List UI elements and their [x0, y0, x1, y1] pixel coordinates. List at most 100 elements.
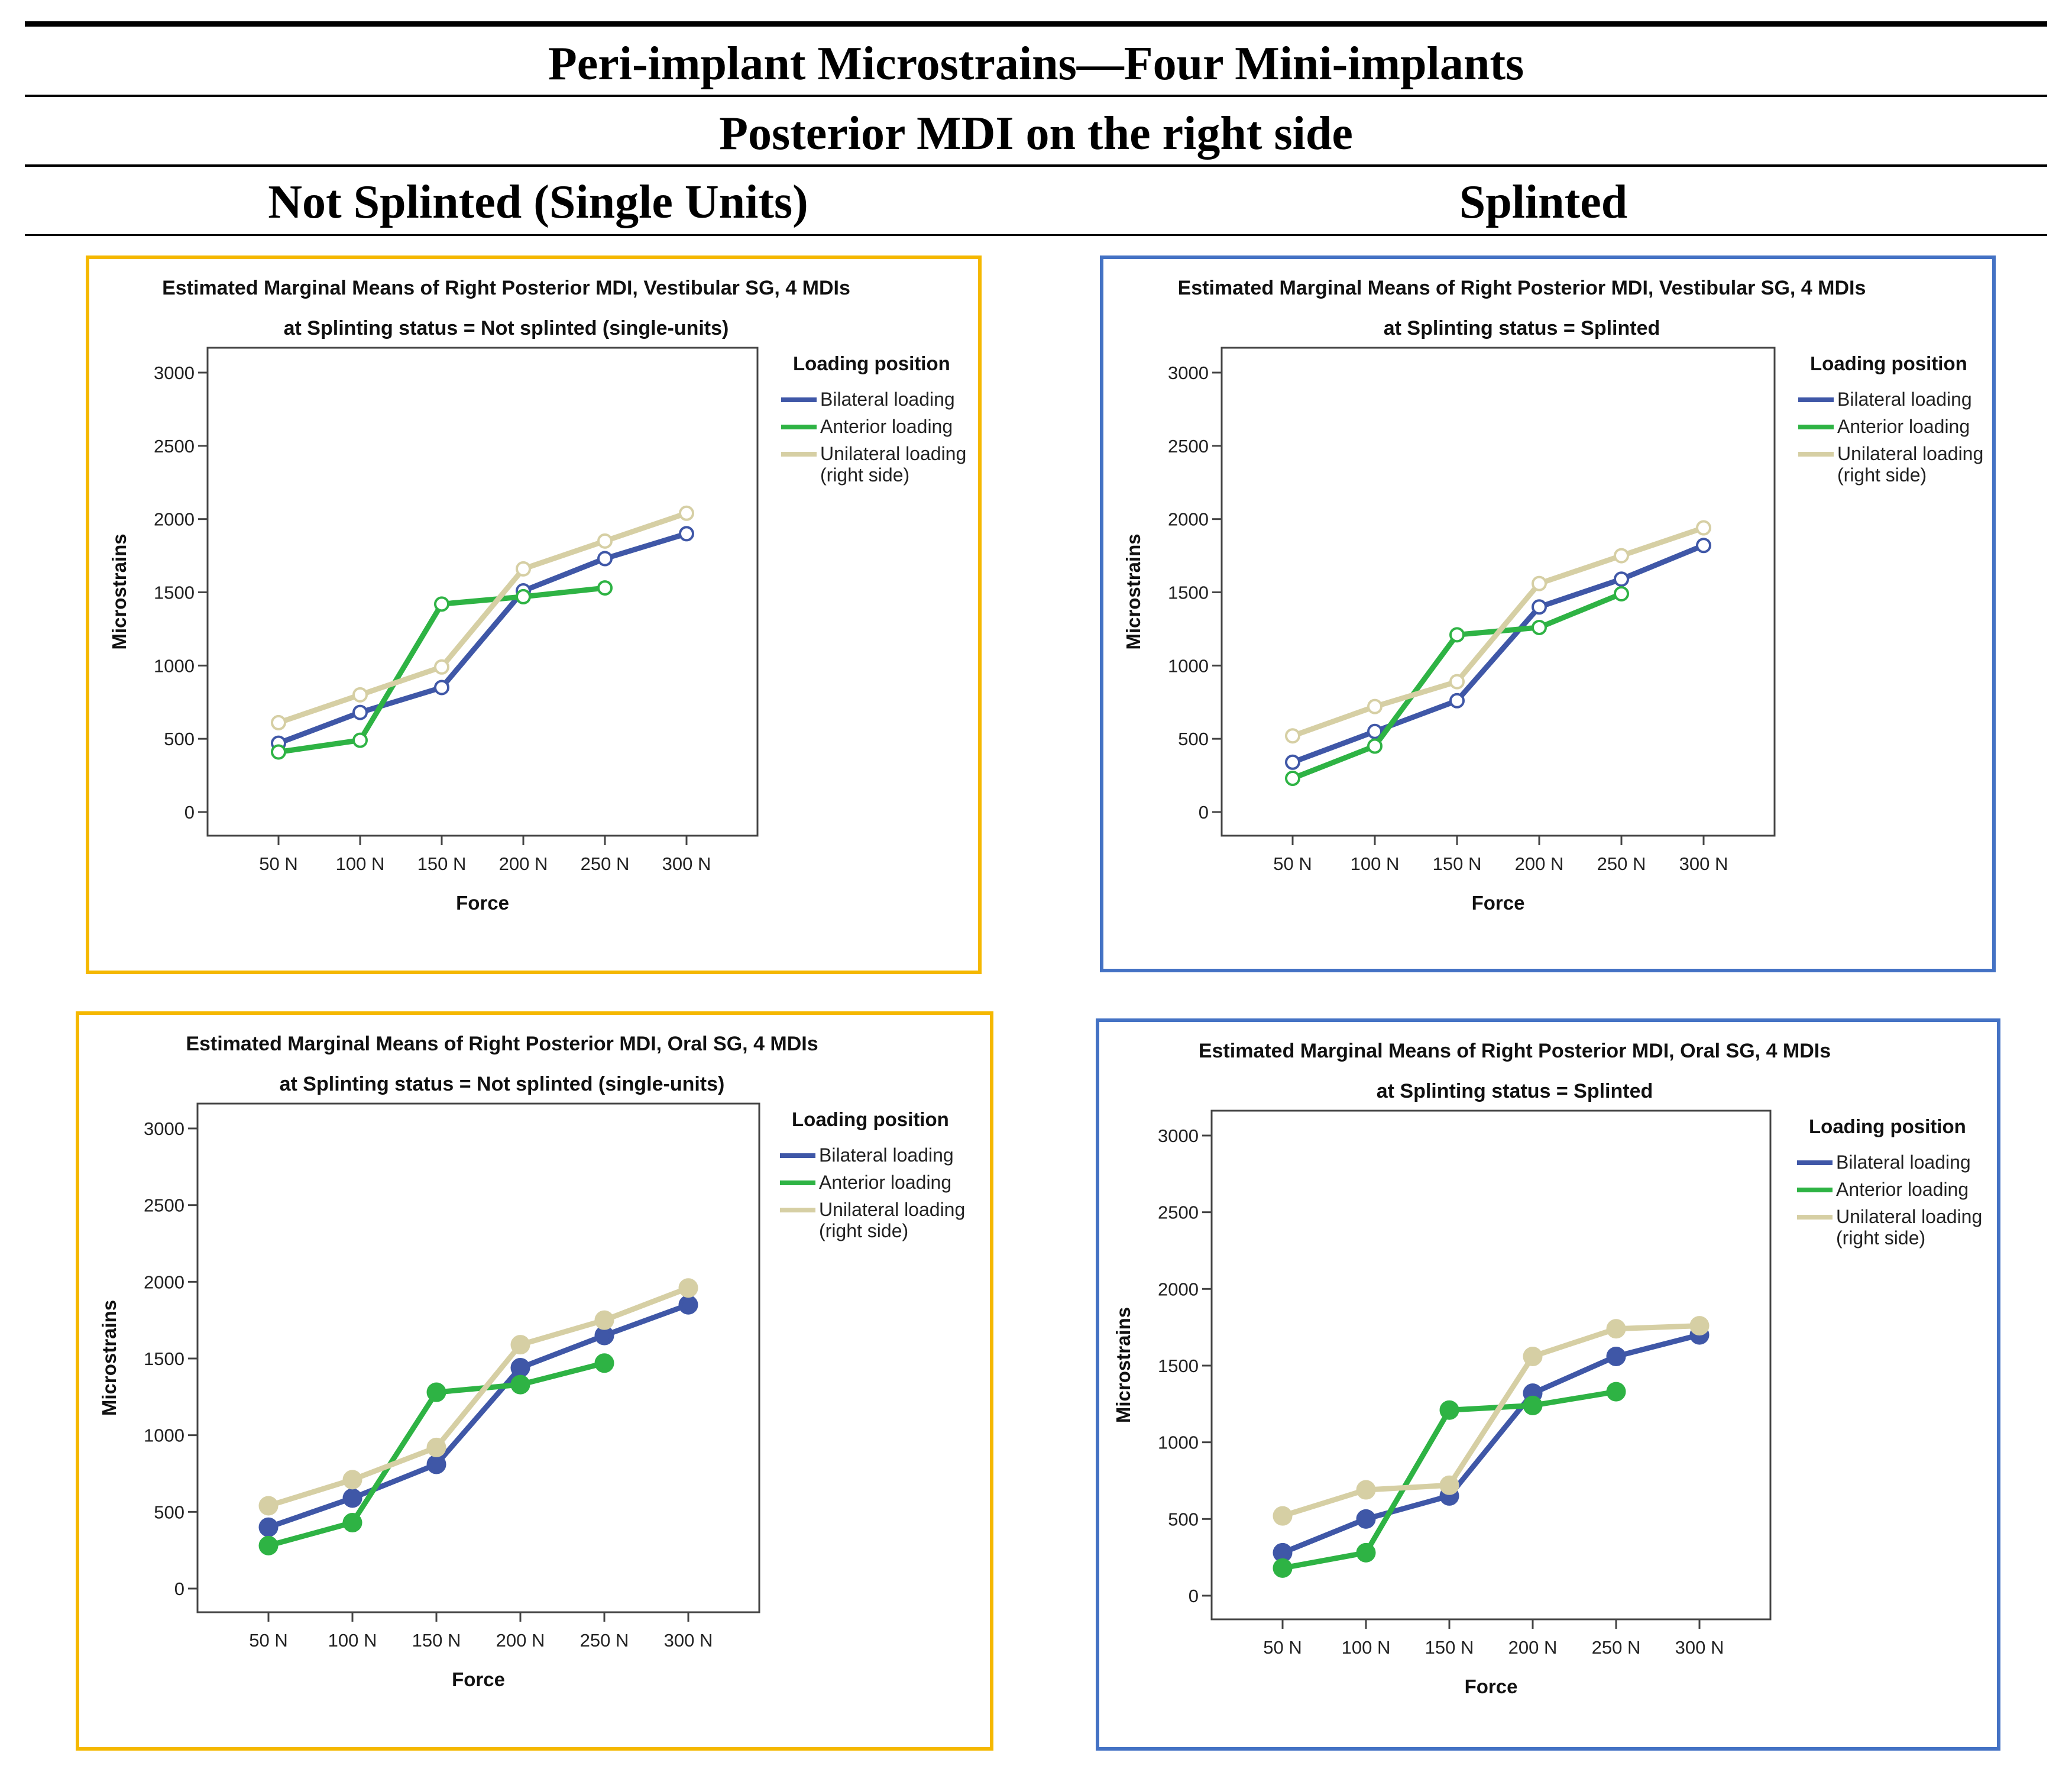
x-tick-label: 200 N [496, 1630, 545, 1651]
data-point-anterior [426, 1382, 446, 1402]
x-tick-label: 150 N [412, 1630, 461, 1651]
y-tick-label: 500 [1168, 1509, 1199, 1529]
y-tick-label: 2500 [144, 1195, 184, 1216]
legend-label: Unilateral loading [1837, 443, 1983, 464]
x-tick-label: 150 N [1433, 853, 1482, 874]
chart-panel-oral-not-splinted: Estimated Marginal Means of Right Poster… [76, 1011, 993, 1751]
data-point-unilateral [594, 1310, 614, 1330]
data-point-anterior [516, 588, 531, 604]
x-tick-label: 100 N [336, 853, 385, 874]
legend-title: Loading position [1809, 1115, 1966, 1137]
y-tick-label: 2500 [154, 436, 195, 457]
data-point-bilateral [258, 1517, 279, 1537]
data-point-bilateral [1696, 538, 1711, 554]
legend-label-line2: (right side) [1837, 464, 1927, 486]
line-chart: Estimated Marginal Means of Right Poster… [1112, 1040, 1982, 1697]
x-tick-label: 300 N [1679, 853, 1728, 874]
legend-label: Unilateral loading [819, 1199, 965, 1220]
y-tick-label: 3000 [144, 1118, 184, 1139]
data-point-unilateral [678, 1278, 698, 1298]
x-tick-label: 50 N [259, 853, 297, 874]
legend-label: Anterior loading [819, 1172, 951, 1193]
x-tick-label: 50 N [249, 1630, 287, 1651]
x-tick-label: 200 N [1515, 853, 1564, 874]
y-tick-label: 2000 [144, 1272, 184, 1292]
chart-panel-vestibular-not-splinted: Estimated Marginal Means of Right Poster… [86, 255, 982, 974]
data-point-anterior [1273, 1558, 1293, 1578]
data-point-unilateral [1367, 698, 1383, 714]
y-axis-label: Microstrains [1122, 533, 1144, 649]
column-title-splinted: Splinted [1459, 176, 1628, 228]
page-title: Peri-implant Microstrains—Four Mini-impl… [548, 38, 1524, 90]
data-point-unilateral [1696, 520, 1711, 536]
y-tick-label: 1000 [1158, 1432, 1199, 1453]
x-tick-label: 100 N [1351, 853, 1400, 874]
plot-area [196, 1102, 760, 1613]
y-tick-label: 1000 [144, 1425, 184, 1446]
y-tick-label: 1500 [1168, 583, 1209, 603]
y-tick-label: 2500 [1168, 436, 1209, 457]
data-point-anterior [1606, 1382, 1626, 1402]
y-tick-label: 500 [154, 1502, 184, 1522]
data-point-anterior [1367, 738, 1383, 754]
y-tick-label: 2000 [1158, 1279, 1199, 1299]
data-point-anterior [510, 1374, 530, 1395]
y-tick-label: 1000 [154, 655, 195, 676]
data-point-anterior [1439, 1400, 1459, 1420]
series-line-bilateral [277, 531, 688, 746]
chart-title: Estimated Marginal Means of Right Poster… [162, 277, 850, 299]
legend-title: Loading position [1810, 352, 1967, 374]
y-tick-label: 500 [164, 729, 195, 749]
data-point-anterior [1532, 619, 1547, 635]
data-point-unilateral [679, 505, 694, 521]
data-point-unilateral [434, 659, 449, 675]
top-rule [25, 21, 2047, 27]
x-tick-label: 50 N [1263, 1637, 1302, 1658]
data-point-bilateral [597, 551, 613, 567]
x-tick-label: 300 N [664, 1630, 713, 1651]
column-title-not-splinted: Not Splinted (Single Units) [268, 176, 808, 228]
data-point-bilateral [679, 526, 694, 542]
y-tick-label: 3000 [1168, 363, 1209, 383]
x-tick-label: 250 N [1597, 853, 1646, 874]
x-tick-label: 200 N [1508, 1637, 1558, 1658]
chart-subtitle: at Splinting status = Splinted [1384, 317, 1660, 339]
y-tick-label: 2500 [1158, 1202, 1199, 1223]
data-point-anterior [594, 1353, 614, 1373]
x-tick-label: 100 N [328, 1630, 377, 1651]
data-point-anterior [1523, 1395, 1543, 1415]
y-tick-label: 0 [174, 1579, 184, 1599]
data-point-anterior [434, 596, 449, 612]
data-point-bilateral [1614, 571, 1629, 587]
y-tick-label: 1500 [144, 1348, 184, 1369]
x-tick-label: 100 N [1342, 1637, 1391, 1658]
plot-area [1210, 1110, 1772, 1621]
line-chart: Estimated Marginal Means of Right Poster… [1122, 277, 1983, 914]
chart-panel-oral-splinted: Estimated Marginal Means of Right Poster… [1096, 1018, 2000, 1751]
y-tick-label: 500 [1178, 729, 1209, 749]
data-point-unilateral [1532, 575, 1547, 591]
data-point-unilateral [1356, 1480, 1376, 1500]
page-subtitle: Posterior MDI on the right side [719, 108, 1353, 160]
legend-label: Anterior loading [1837, 416, 1970, 437]
chart-subtitle: at Splinting status = Not splinted (sing… [280, 1073, 725, 1095]
legend-title: Loading position [792, 1108, 949, 1130]
x-tick-label: 250 N [581, 853, 630, 874]
data-point-unilateral [271, 714, 286, 730]
x-tick-label: 50 N [1273, 853, 1312, 874]
plot-area [1220, 347, 1776, 837]
data-point-bilateral [1285, 754, 1300, 770]
series-line-bilateral [267, 1302, 689, 1530]
legend-label: Anterior loading [1836, 1179, 1969, 1200]
data-point-anterior [597, 580, 613, 596]
x-tick-label: 300 N [662, 853, 711, 874]
series-line-bilateral [1291, 543, 1705, 765]
series-line-unilateral [1281, 1323, 1700, 1519]
data-point-unilateral [1285, 728, 1300, 744]
chart-title: Estimated Marginal Means of Right Poster… [186, 1033, 818, 1055]
y-tick-label: 3000 [1158, 1125, 1199, 1146]
legend-label: Bilateral loading [820, 389, 955, 410]
x-tick-label: 300 N [1675, 1637, 1724, 1658]
y-axis-label: Microstrains [108, 533, 130, 649]
data-point-anterior [1356, 1542, 1376, 1563]
